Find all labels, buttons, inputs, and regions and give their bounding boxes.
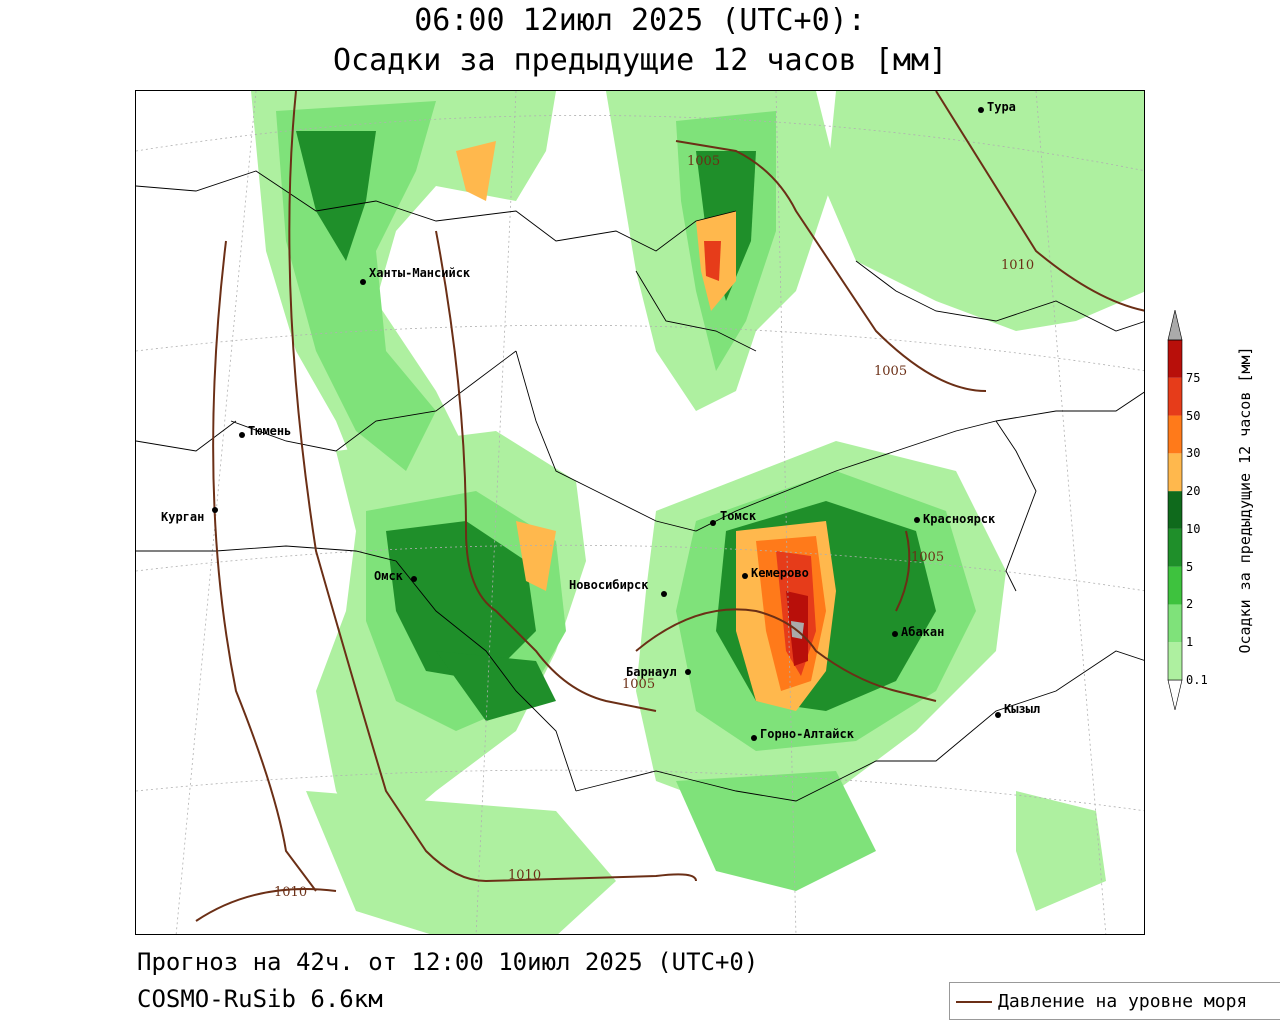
colorbar-outline — [1167, 339, 1183, 681]
map-title-time: 06:00 12июл 2025 (UTC+0): — [414, 3, 866, 38]
colorbar-tick-label: 2 — [1186, 597, 1194, 612]
colorbar-segment — [1168, 415, 1182, 454]
colorbar-segment — [1168, 491, 1182, 529]
city-label: Курган — [161, 510, 204, 524]
city-label: Абакан — [901, 625, 944, 639]
city-label: Красноярск — [923, 512, 996, 526]
city-label: Барнаул — [626, 665, 677, 679]
city-markers: Тура Ханты-Мансийск Тюмень Курган Омск Н… — [161, 100, 1040, 741]
colorbar-tick-label: 5 — [1186, 559, 1194, 574]
precipitation-colorbar — [1167, 310, 1183, 710]
colorbar-tick-label: 30 — [1186, 446, 1201, 461]
colorbar-tick-label: 10 — [1186, 521, 1201, 536]
isobar-label: 1005 — [911, 550, 944, 565]
admin-borders — [136, 170, 1144, 802]
isobar-label: 1010 — [274, 885, 307, 900]
colorbar-segment — [1168, 528, 1182, 567]
city-label: Горно-Алтайск — [760, 727, 855, 741]
colorbar-min-triangle — [1167, 679, 1183, 710]
isobar-label: 1005 — [687, 154, 720, 169]
city-label: Омск — [374, 569, 404, 583]
isobar-legend-swatch — [956, 1001, 992, 1003]
colorbar-tick-label: 0.1 — [1186, 673, 1208, 687]
colorbar-tick-label: 1 — [1186, 635, 1194, 650]
isobar-label: 1010 — [508, 868, 541, 883]
isobar-legend: Давление на уровне моря — [949, 982, 1280, 1020]
isobar-label: 1005 — [622, 677, 655, 692]
model-name: COSMO-RuSib 6.6км — [137, 985, 383, 1013]
map-canvas: 1005 1010 1005 1005 1005 1010 1010 Тура … — [136, 91, 1144, 934]
precipitation-field — [251, 91, 1144, 934]
graticule — [136, 91, 1144, 934]
isobar-lines — [195, 91, 1144, 922]
city-label: Томск — [720, 509, 757, 523]
isobar-label: 1005 — [874, 364, 907, 379]
colorbar-segment — [1168, 340, 1182, 378]
colorbar-max-triangle — [1167, 310, 1183, 341]
city-label: Тюмень — [248, 424, 291, 438]
colorbar-segment — [1168, 604, 1182, 643]
colorbar-segment — [1168, 642, 1182, 680]
colorbar-segment — [1168, 566, 1182, 605]
forecast-info: Прогноз на 42ч. от 12:00 10июл 2025 (UTC… — [137, 948, 759, 976]
colorbar-tick-label: 75 — [1186, 370, 1201, 385]
isobar-labels: 1005 1010 1005 1005 1005 1010 1010 — [274, 154, 1034, 900]
city-label: Кемерово — [751, 566, 809, 580]
city-label: Ханты-Мансийск — [369, 266, 471, 280]
city-label: Новосибирск — [569, 578, 649, 592]
isobar-legend-label: Давление на уровне моря — [998, 991, 1248, 1012]
map-title-variable: Осадки за предыдущие 12 часов [мм] — [332, 43, 948, 78]
colorbar-segment — [1168, 453, 1182, 492]
colorbar-title: Осадки за предыдущие 12 часов [мм] — [1236, 346, 1254, 654]
city-label: Тура — [987, 100, 1016, 114]
colorbar-tick-label: 50 — [1186, 408, 1201, 423]
city-label: Кызыл — [1004, 702, 1040, 716]
colorbar-tick-label: 20 — [1186, 484, 1201, 499]
isobar-label: 1010 — [1001, 258, 1034, 273]
colorbar-segment — [1168, 377, 1182, 416]
precipitation-map: 1005 1010 1005 1005 1005 1010 1010 Тура … — [135, 90, 1145, 935]
